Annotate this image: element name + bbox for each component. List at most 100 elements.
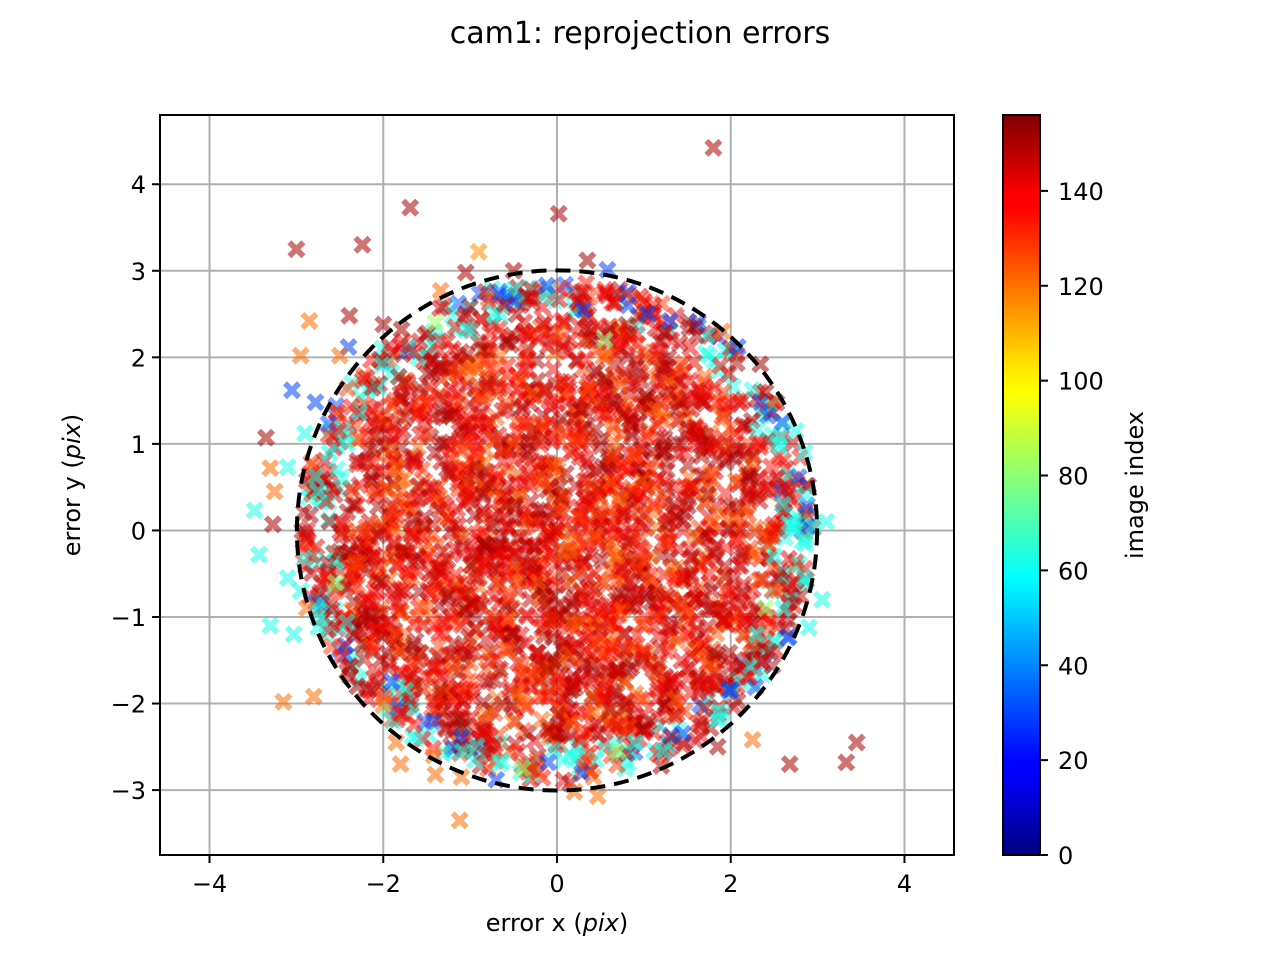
cloud-point (548, 575, 567, 594)
scatter-point (374, 696, 393, 715)
colorbar-tick-label: 40 (1058, 652, 1089, 680)
scatter-point (578, 251, 597, 270)
cloud-point (624, 636, 643, 655)
scatter-point (588, 787, 607, 806)
scatter-point (306, 467, 325, 486)
cloud-point (451, 584, 470, 603)
cloud-point (496, 394, 515, 413)
cloud-point (597, 284, 616, 303)
cloud-point (407, 651, 425, 670)
cloud-point (707, 450, 726, 469)
cloud-point (438, 589, 457, 608)
cloud-point (793, 532, 812, 551)
cloud-point (508, 420, 527, 439)
scatter-point (756, 383, 775, 401)
cloud-point (311, 583, 330, 602)
cloud-point (319, 554, 337, 573)
cloud-point (498, 642, 517, 660)
cloud-point (556, 464, 575, 483)
cloud-point (297, 528, 316, 547)
cloud-point (423, 657, 442, 676)
cloud-point (737, 442, 756, 460)
cloud-point (655, 472, 674, 491)
cloud-point (655, 429, 674, 448)
cloud-point (628, 334, 647, 353)
scatter-point (278, 458, 297, 477)
scatter-point (769, 434, 788, 453)
scatter-point (780, 755, 799, 774)
scatter-point (537, 276, 556, 295)
cloud-point (373, 627, 392, 646)
cloud-point (520, 433, 539, 452)
scatter-point (720, 681, 738, 700)
scatter-point (773, 599, 792, 618)
cloud-point (405, 510, 423, 529)
cloud-point (368, 497, 387, 516)
cloud-point (642, 593, 661, 612)
scatter-point (756, 599, 775, 618)
cloud-point (570, 614, 589, 633)
scatter-point (340, 306, 359, 325)
cloud-point (457, 319, 476, 338)
scatter-point (743, 730, 762, 749)
cloud-point (673, 512, 692, 531)
cloud-point (391, 472, 410, 491)
cloud-point (435, 359, 454, 378)
scatter-point (685, 318, 704, 336)
cloud-point (662, 728, 681, 747)
cloud-point (330, 542, 349, 561)
cloud-point (497, 496, 516, 515)
cloud-point (475, 673, 494, 692)
cloud-point (498, 568, 517, 587)
y-tick-label: −1 (111, 604, 146, 632)
cloud-point (485, 430, 504, 449)
cloud-point (518, 445, 537, 464)
cloud-point (652, 333, 671, 352)
cloud-point (371, 415, 390, 434)
cloud-point (407, 729, 426, 748)
x-tick-label: 4 (897, 870, 912, 898)
cloud-point (644, 504, 663, 523)
cloud-point (337, 613, 356, 632)
cloud-point (329, 421, 348, 440)
cloud-point (576, 349, 595, 368)
cloud-point (630, 413, 648, 432)
cloud-point (593, 392, 612, 411)
scatter-point (765, 547, 784, 566)
cloud-point (549, 420, 568, 439)
cloud-point (529, 572, 547, 591)
scatter-point (392, 320, 411, 339)
cloud-point (669, 445, 688, 464)
cloud-point (769, 569, 788, 588)
scatter-point (456, 263, 475, 282)
cloud-point (610, 329, 629, 348)
cloud-point (593, 597, 612, 616)
cloud-point (527, 470, 546, 489)
cloud-point (536, 313, 555, 332)
colorbar-frame (1002, 114, 1041, 856)
cloud-point (768, 469, 787, 488)
cloud-point (525, 538, 543, 557)
cloud-point (686, 731, 705, 750)
cloud-point (348, 576, 367, 595)
cloud-point (369, 526, 388, 545)
scatter-point (817, 512, 836, 531)
scatter-point (799, 618, 818, 637)
cloud-point (693, 711, 712, 730)
cloud-point (657, 535, 676, 554)
scatter-point (283, 381, 301, 400)
cloud-point (587, 529, 606, 548)
cloud-point (730, 556, 749, 575)
cloud-point (558, 637, 577, 656)
cloud-point (739, 505, 758, 524)
scatter-point (426, 313, 445, 332)
cloud-point (590, 404, 609, 423)
cloud-point (457, 408, 476, 427)
scatter-point (306, 393, 325, 412)
cloud-point (778, 482, 797, 501)
cloud-point (577, 274, 596, 293)
cloud-point (685, 353, 704, 372)
cloud-point (550, 502, 569, 520)
cloud-point (682, 646, 701, 664)
